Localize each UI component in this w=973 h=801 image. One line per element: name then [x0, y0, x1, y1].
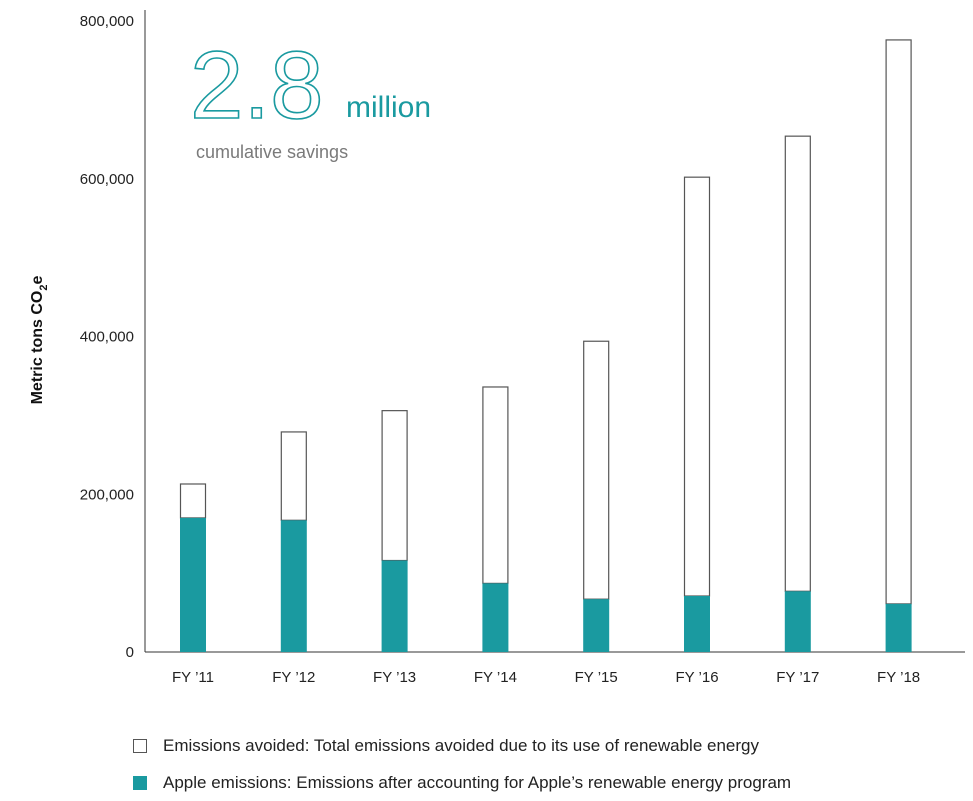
- x-tick-label: FY ’12: [272, 669, 315, 686]
- legend-label-apple: Apple emissions: Emissions after account…: [163, 773, 792, 792]
- bar-apple-emissions: [482, 583, 509, 652]
- x-tick-label: FY ’11: [172, 669, 214, 686]
- legend-swatch-apple: [133, 776, 147, 790]
- bar-apple-emissions: [885, 603, 912, 652]
- legend-item-apple: Apple emissions: Emissions after account…: [133, 773, 791, 793]
- y-axis: 0 200,000 400,000 600,000 800,000: [80, 10, 146, 661]
- legend-swatch-avoided: [133, 739, 147, 753]
- bar-emissions-avoided: [280, 431, 307, 521]
- bar-emissions-avoided: [784, 135, 811, 592]
- bar-emissions-avoided: [482, 386, 509, 584]
- bar-emissions-avoided: [885, 39, 912, 605]
- bar-apple-emissions: [180, 517, 206, 652]
- y-tick-label: 600,000: [80, 171, 134, 188]
- x-tick-label: FY ’18: [877, 669, 920, 686]
- x-tick-label: FY ’16: [675, 669, 718, 686]
- callout-subtitle: cumulative savings: [196, 142, 348, 162]
- y-axis-title: Metric tons CO2e: [29, 275, 50, 404]
- x-tick-label: FY ’14: [474, 669, 517, 686]
- y-axis-title-subscript: 2: [38, 284, 50, 290]
- callout-number: 2.8: [190, 32, 323, 139]
- bar-apple-emissions: [381, 560, 408, 652]
- y-axis-title-main: Metric tons CO: [29, 291, 46, 405]
- y-tick-label: 800,000: [80, 13, 134, 30]
- bar-emissions-avoided: [683, 176, 711, 597]
- bar-emissions-avoided: [179, 483, 207, 519]
- bars: [179, 39, 912, 652]
- callout-unit: million: [346, 91, 431, 124]
- bar-apple-emissions: [280, 520, 307, 652]
- x-tick-label: FY ’15: [575, 669, 618, 686]
- bar-apple-emissions: [583, 599, 610, 652]
- legend-label-avoided: Emissions avoided: Total emissions avoid…: [163, 736, 759, 755]
- y-tick-label: 200,000: [80, 486, 134, 503]
- bar-apple-emissions: [784, 591, 811, 652]
- bar-apple-emissions: [684, 595, 710, 652]
- y-tick-label: 0: [126, 644, 134, 661]
- bar-emissions-avoided: [583, 340, 610, 600]
- bar-emissions-avoided: [381, 410, 408, 562]
- y-axis-title-suffix: e: [29, 275, 46, 284]
- y-tick-label: 400,000: [80, 329, 134, 346]
- legend-item-avoided: Emissions avoided: Total emissions avoid…: [133, 736, 759, 756]
- x-tick-label: FY ’17: [776, 669, 819, 686]
- x-tick-label: FY ’13: [373, 669, 416, 686]
- category-labels: FY ’11 FY ’12 FY ’13 FY ’14 FY ’15 FY ’16 FY ’…: [172, 669, 920, 686]
